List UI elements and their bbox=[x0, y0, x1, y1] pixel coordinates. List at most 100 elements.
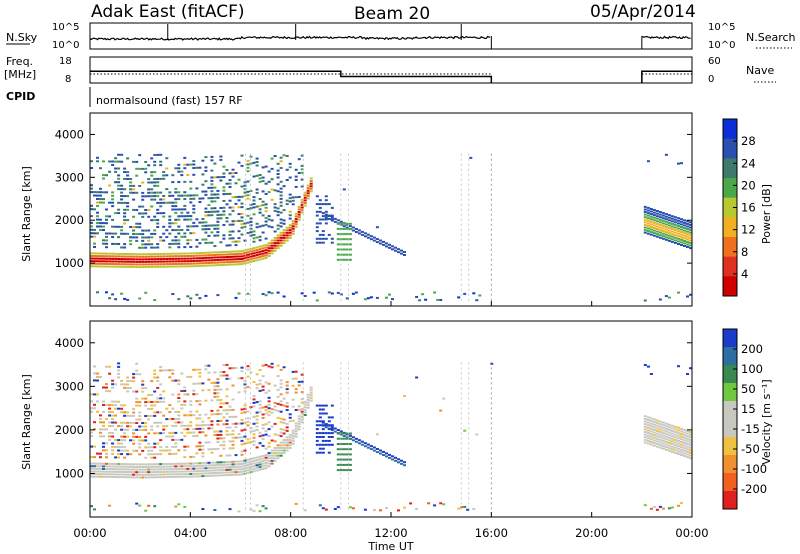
heatmap-cell bbox=[99, 265, 102, 268]
heatmap-cell bbox=[348, 258, 352, 261]
heatmap-cell bbox=[153, 178, 157, 180]
heatmap-cell bbox=[150, 246, 154, 249]
heatmap-cell bbox=[246, 365, 250, 368]
heatmap-cell bbox=[168, 435, 172, 438]
heatmap-cell bbox=[324, 214, 328, 217]
heatmap-cell bbox=[117, 174, 121, 177]
heatmap-cell bbox=[132, 198, 136, 201]
heatmap-cell bbox=[168, 263, 172, 266]
heatmap-cell bbox=[183, 265, 187, 268]
heatmap-cell bbox=[279, 444, 283, 447]
heatmap-cell bbox=[288, 413, 292, 416]
heatmap-cell bbox=[652, 436, 656, 439]
heatmap-cell bbox=[664, 430, 668, 433]
heatmap-cell bbox=[195, 472, 199, 475]
heatmap-cell bbox=[150, 243, 154, 246]
heatmap-cell bbox=[192, 252, 196, 255]
heatmap-cell bbox=[162, 428, 166, 431]
heatmap-cell bbox=[261, 462, 265, 465]
heatmap-cell bbox=[240, 473, 244, 476]
heatmap-cell bbox=[658, 211, 662, 213]
colorbar-segment bbox=[723, 383, 737, 402]
heatmap-cell bbox=[99, 222, 102, 225]
heatmap-cell bbox=[186, 218, 190, 221]
heatmap-cell bbox=[649, 231, 653, 234]
heatmap-cell bbox=[177, 475, 181, 478]
heatmap-cell bbox=[159, 239, 163, 242]
heatmap-cell bbox=[132, 408, 136, 410]
heatmap-cell bbox=[135, 239, 139, 242]
heatmap-cell bbox=[252, 249, 256, 252]
heatmap-cell bbox=[219, 406, 223, 408]
heatmap-cell bbox=[180, 462, 184, 465]
heatmap-cell bbox=[658, 213, 662, 216]
heatmap-cell bbox=[267, 365, 271, 368]
heatmap-cell bbox=[240, 164, 244, 167]
heatmap-cell bbox=[369, 445, 373, 448]
heatmap-cell bbox=[279, 386, 283, 389]
heatmap-cell bbox=[261, 231, 265, 234]
heatmap-cell bbox=[144, 291, 148, 294]
heatmap-cell bbox=[153, 154, 157, 156]
heatmap-cell bbox=[126, 232, 130, 235]
heatmap-cell bbox=[153, 505, 157, 508]
heatmap-cell bbox=[120, 453, 124, 456]
heatmap-cell bbox=[189, 431, 193, 434]
heatmap-cell bbox=[135, 226, 139, 229]
heatmap-cell bbox=[683, 232, 686, 235]
heatmap-cell bbox=[207, 461, 211, 464]
heatmap-cell bbox=[96, 201, 99, 204]
heatmap-cell bbox=[388, 453, 391, 456]
heatmap-cell bbox=[655, 443, 659, 445]
heatmap-cell bbox=[144, 468, 148, 471]
heatmap-cell bbox=[258, 463, 262, 466]
heatmap-cell bbox=[198, 399, 202, 402]
heatmap-cell bbox=[255, 254, 259, 257]
heatmap-cell bbox=[138, 471, 142, 474]
heatmap-cell bbox=[183, 389, 187, 392]
heatmap-cell bbox=[210, 413, 214, 416]
heatmap-cell bbox=[258, 250, 262, 253]
heatmap-cell bbox=[192, 194, 196, 197]
heatmap-cell bbox=[120, 201, 124, 204]
heatmap-cell bbox=[177, 265, 181, 268]
heatmap-cell bbox=[204, 156, 208, 159]
heatmap-cell bbox=[141, 195, 145, 198]
heatmap-cell bbox=[683, 229, 686, 232]
heatmap-cell bbox=[213, 385, 217, 388]
heatmap-cell bbox=[255, 157, 259, 160]
heatmap-cell bbox=[141, 471, 145, 474]
heatmap-cell bbox=[246, 159, 250, 162]
heatmap-cell bbox=[186, 225, 190, 228]
heatmap-cell bbox=[267, 389, 271, 392]
heatmap-cell bbox=[210, 155, 214, 158]
heatmap-cell bbox=[336, 253, 340, 256]
heatmap-cell bbox=[255, 425, 259, 428]
heatmap-cell bbox=[327, 424, 331, 427]
heatmap-cell bbox=[330, 424, 334, 427]
heatmap-cell bbox=[649, 427, 653, 430]
heatmap-cell bbox=[204, 294, 208, 297]
heatmap-cell bbox=[120, 379, 124, 382]
heatmap-cell bbox=[643, 216, 647, 219]
heatmap-cell bbox=[279, 197, 283, 200]
heatmap-cell bbox=[385, 296, 388, 299]
heatmap-cell bbox=[186, 475, 190, 478]
heatmap-cell bbox=[135, 428, 139, 431]
heatmap-cell bbox=[273, 384, 277, 387]
heatmap-cell bbox=[294, 391, 298, 394]
heatmap-cell bbox=[138, 466, 142, 468]
heatmap-cell bbox=[90, 445, 93, 448]
heatmap-cell bbox=[372, 239, 376, 242]
heatmap-cell bbox=[210, 176, 214, 179]
heatmap-cell bbox=[192, 260, 196, 262]
heatmap-cell bbox=[652, 442, 656, 444]
heatmap-cell bbox=[264, 430, 268, 433]
heatmap-cell bbox=[246, 410, 250, 413]
heatmap-cell bbox=[646, 432, 650, 435]
heatmap-cell bbox=[216, 474, 220, 477]
heatmap-cell bbox=[150, 198, 154, 201]
